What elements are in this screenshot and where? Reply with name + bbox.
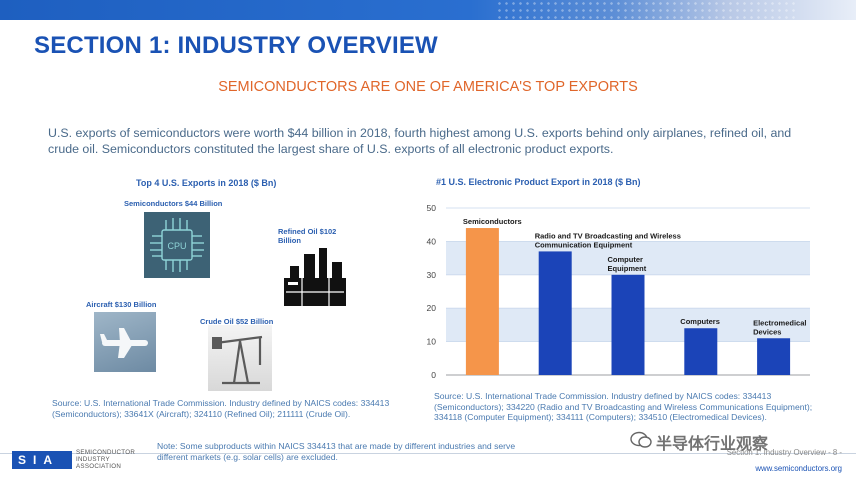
- sia-word-3: ASSOCIATION: [76, 463, 122, 470]
- bar: [757, 338, 791, 375]
- left-source-text: Source: U.S. International Trade Commiss…: [52, 398, 390, 419]
- category-label: Computers: [680, 317, 720, 326]
- top-banner: [0, 0, 856, 20]
- y-tick-label: 10: [427, 337, 437, 347]
- sia-word-1: SEMICONDUCTOR: [76, 449, 136, 456]
- category-label: Radio and TV Broadcasting and Wireless Co…: [535, 231, 681, 249]
- grid-band: [446, 241, 810, 275]
- banner-dot-pattern: [496, 0, 796, 20]
- y-tick-label: 50: [427, 203, 437, 213]
- y-tick-label: 30: [427, 270, 437, 280]
- sia-logo-words: SEMICONDUCTOR INDUSTRY ASSOCIATION: [76, 449, 135, 470]
- watermark-text: 半导体行业观察: [656, 436, 769, 453]
- aircraft-label: Aircraft $130 Billion: [86, 300, 157, 309]
- cpu-chip-text: CPU: [167, 241, 186, 251]
- y-tick-label: 0: [431, 370, 436, 380]
- bar: [538, 251, 572, 375]
- top-exports-title: Top 4 U.S. Exports in 2018 ($ Bn): [136, 178, 277, 188]
- slide-reference: Section 1: Industry Overview - 8 -: [726, 448, 842, 457]
- sia-logo: SIA: [12, 451, 72, 469]
- bar: [465, 228, 499, 375]
- wechat-icon: [630, 431, 652, 449]
- category-label: Electromedical Devices: [753, 318, 806, 336]
- cpu-chip-icon: CPU: [144, 212, 210, 278]
- page-title: SECTION 1: INDUSTRY OVERVIEW: [34, 32, 438, 59]
- website-link[interactable]: www.semiconductors.org: [755, 464, 842, 473]
- refined-oil-label: Refined Oil $102 Billion: [278, 227, 337, 245]
- chart-title: #1 U.S. Electronic Product Export in 201…: [436, 177, 641, 187]
- y-tick-label: 40: [427, 236, 437, 246]
- page-subtitle: SEMICONDUCTORS ARE ONE OF AMERICA'S TOP …: [218, 79, 638, 95]
- category-label: Computer Equipment: [608, 255, 647, 273]
- y-tick-label: 20: [427, 303, 437, 313]
- chart-source-text: Source: U.S. International Trade Commiss…: [434, 391, 813, 422]
- bar-chart: 0 10 20 30 40 50 Semiconductors Radio and TV Br…: [427, 203, 810, 380]
- bar: [611, 274, 645, 375]
- bar: [684, 328, 718, 375]
- summary-text: U.S. exports of semiconductors were wort…: [48, 126, 792, 156]
- footer-divider: [0, 453, 856, 454]
- category-label: Semiconductors: [463, 217, 522, 226]
- crude-oil-label: Crude Oil $52 Billion: [200, 317, 274, 326]
- note-text: Note: Some subproducts within NAICS 3344…: [157, 441, 516, 462]
- sia-word-2: INDUSTRY: [76, 456, 110, 463]
- semiconductors-label: Semiconductors $44 Billion: [124, 199, 223, 208]
- refinery-icon: [282, 248, 348, 306]
- airplane-icon: [94, 312, 156, 372]
- oil-pump-icon: [208, 325, 272, 391]
